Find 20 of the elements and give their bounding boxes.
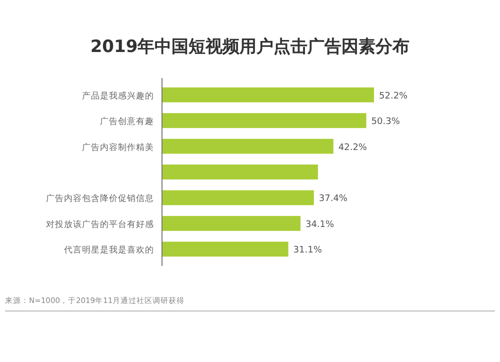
y-tick-label: 代言明星是我是喜欢的 xyxy=(63,244,154,256)
bar xyxy=(162,113,366,128)
data-label: 52.2% xyxy=(379,91,408,102)
data-label: 31.1% xyxy=(293,246,322,256)
bar xyxy=(162,87,374,102)
y-tick-label: 产品是我感兴趣的 xyxy=(82,90,154,102)
chart-title: 2019年中国短视频用户点击广告因素分布 xyxy=(90,37,410,57)
y-tick-label: 对投放该广告的平台有好感 xyxy=(46,218,154,230)
data-label: 50.3% xyxy=(371,117,400,128)
data-label: 42.2% xyxy=(338,142,368,153)
y-tick-label: 广告创意有趣 xyxy=(100,116,154,128)
data-label: 34.1% xyxy=(305,220,335,230)
y-tick-label: 广告内容包含降价促销信息 xyxy=(46,193,154,204)
bar xyxy=(162,216,300,231)
bar xyxy=(162,242,288,257)
bar xyxy=(162,190,314,206)
bar xyxy=(162,164,318,180)
bar xyxy=(162,138,334,154)
y-tick-label: 广告内容制作精美 xyxy=(82,142,154,153)
data-label: 37.4% xyxy=(318,194,348,204)
